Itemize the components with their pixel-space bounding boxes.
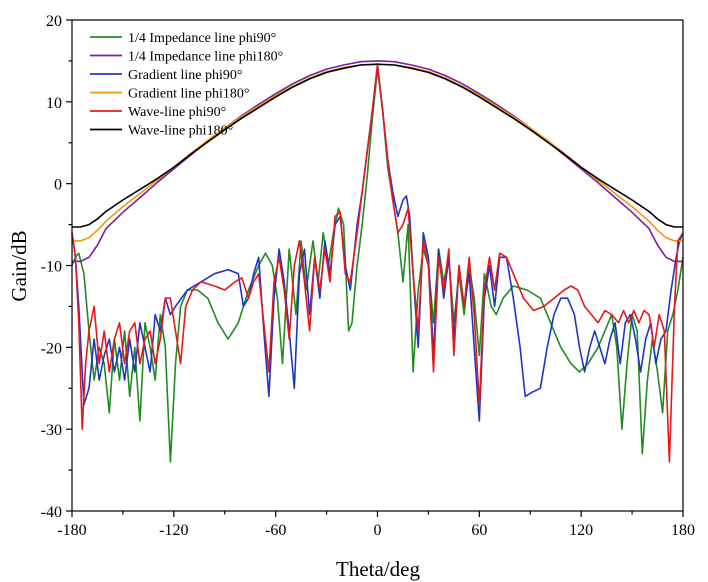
y-tick-label: -10 [41,259,62,276]
y-tick-label: 20 [46,13,62,30]
y-tick-label: -40 [41,504,62,521]
x-axis-title: Theta/deg [336,557,420,581]
series-line-6 [72,63,683,228]
y-tick-label: -30 [41,422,62,439]
series-line-1 [71,68,684,463]
y-tick-label: 0 [54,177,62,194]
series-layer [71,60,684,463]
x-tick-label: -180 [57,522,86,539]
y-tick-label: 10 [46,95,62,112]
y-tick-label: -20 [41,340,62,357]
legend-label-4: Gradient line phi180° [128,87,249,102]
legend: 1/4 Impedance line phi90° 1/4 Impedance l… [90,31,283,139]
x-tick-label: 0 [374,522,382,539]
legend-label-5: Wave-line phi90° [128,105,226,120]
legend-label-2: 1/4 Impedance line phi180° [128,50,283,65]
x-tick-label: -60 [265,522,286,539]
series-line-2 [72,60,683,263]
series-line-5 [71,64,684,463]
x-tick-label: 60 [471,522,487,539]
x-tick-label: 120 [569,522,593,539]
y-axis-title: Gain/dB [7,230,31,301]
x-tick-label: -120 [159,522,188,539]
legend-label-3: Gradient line phi90° [128,68,242,83]
legend-label-6: Wave-line phi180° [128,124,233,139]
legend-label-1: 1/4 Impedance line phi90° [128,31,276,46]
ticks: -180 -120 -60 0 60 120 180 -40 -30 -20 -10 0 10 20 [41,13,695,539]
x-tick-label: 180 [671,522,695,539]
